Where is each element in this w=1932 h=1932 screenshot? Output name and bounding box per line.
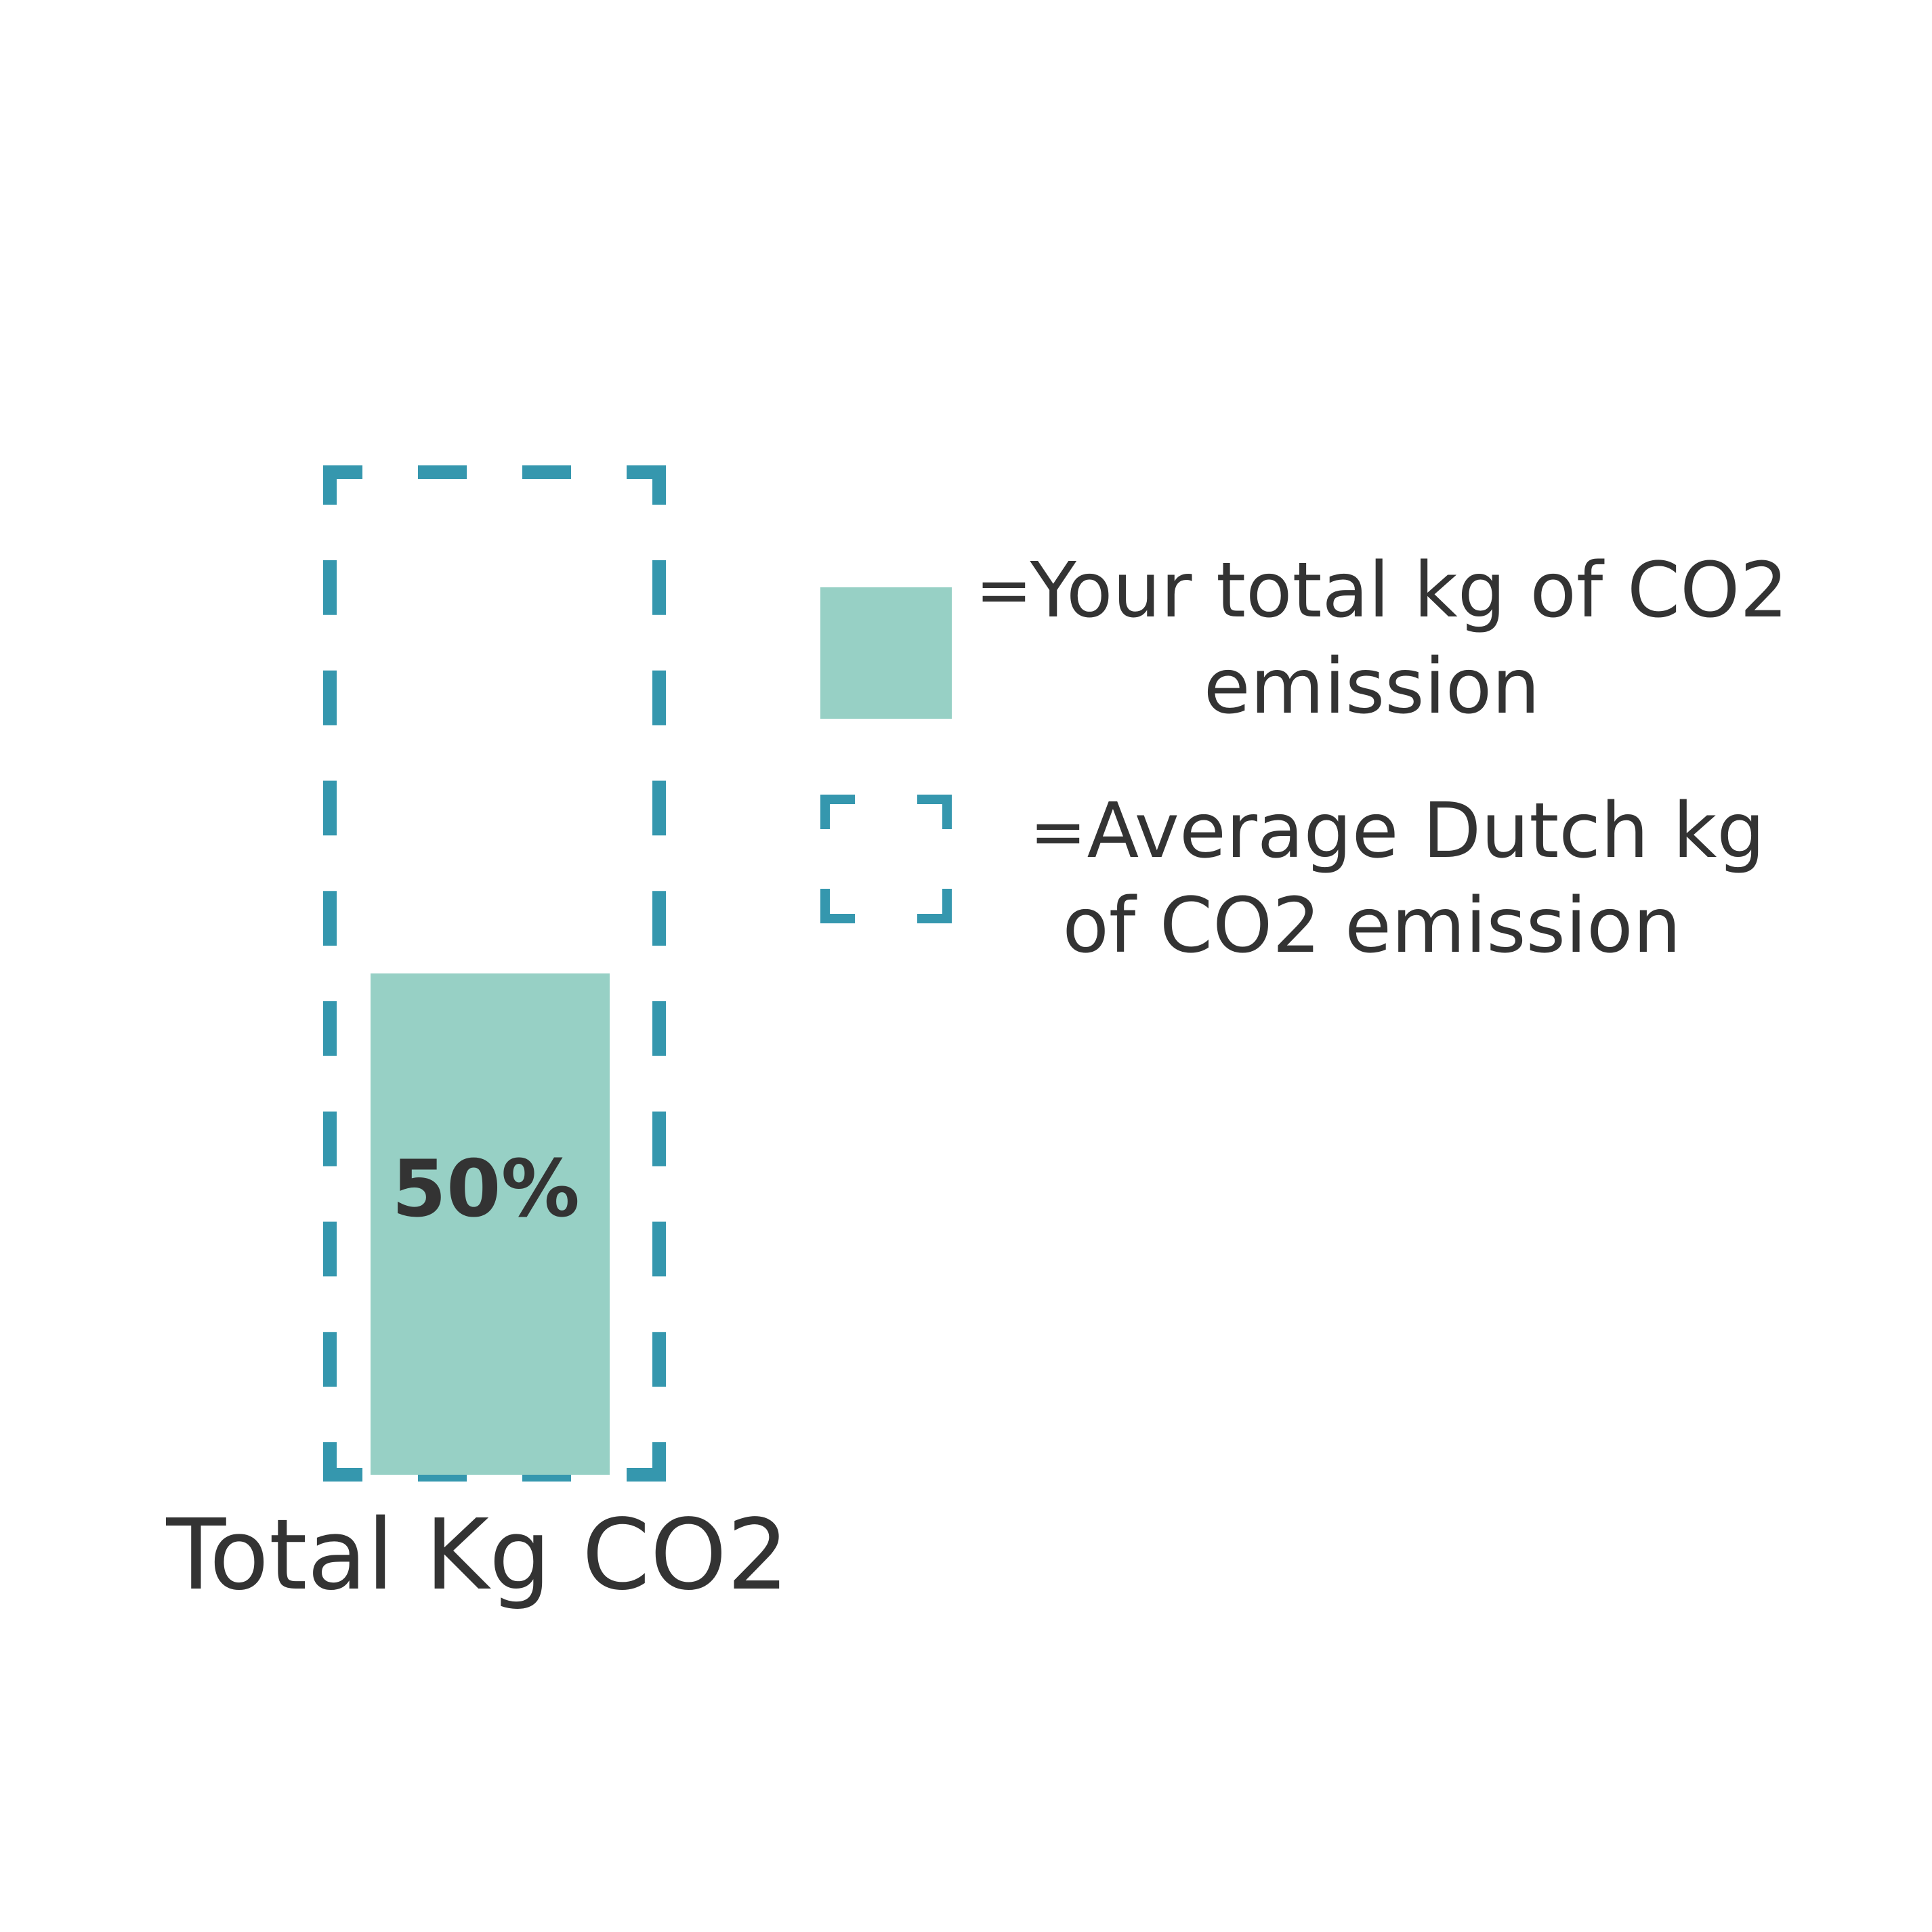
legend-swatch-solid: [820, 587, 952, 719]
legend-label-line-1: Your total kg of CO2: [1029, 547, 1788, 635]
bar-area: 50%: [323, 465, 666, 1482]
legend-swatch-dashed: [820, 795, 952, 923]
bar-value-label: 50%: [392, 1143, 580, 1235]
bar-your-total: [371, 973, 610, 1475]
legend-label-line-1: Average Dutch kg: [1087, 787, 1765, 875]
legend-equals-sign: =: [975, 550, 1032, 629]
legend: = Your total kg of CO2 emission = Averag…: [820, 547, 1788, 970]
legend-label-line-2: of CO2 emission: [1062, 882, 1681, 970]
legend-label-line-2: emission: [1204, 643, 1540, 731]
legend-item-your-total: = Your total kg of CO2 emission: [820, 547, 1788, 731]
category-label: Total Kg CO2: [165, 1498, 789, 1612]
legend-item-average-dutch: = Average Dutch kg of CO2 emission: [820, 787, 1765, 970]
legend-equals-sign: =: [1030, 792, 1087, 871]
reference-bar-outline: [323, 465, 666, 1482]
